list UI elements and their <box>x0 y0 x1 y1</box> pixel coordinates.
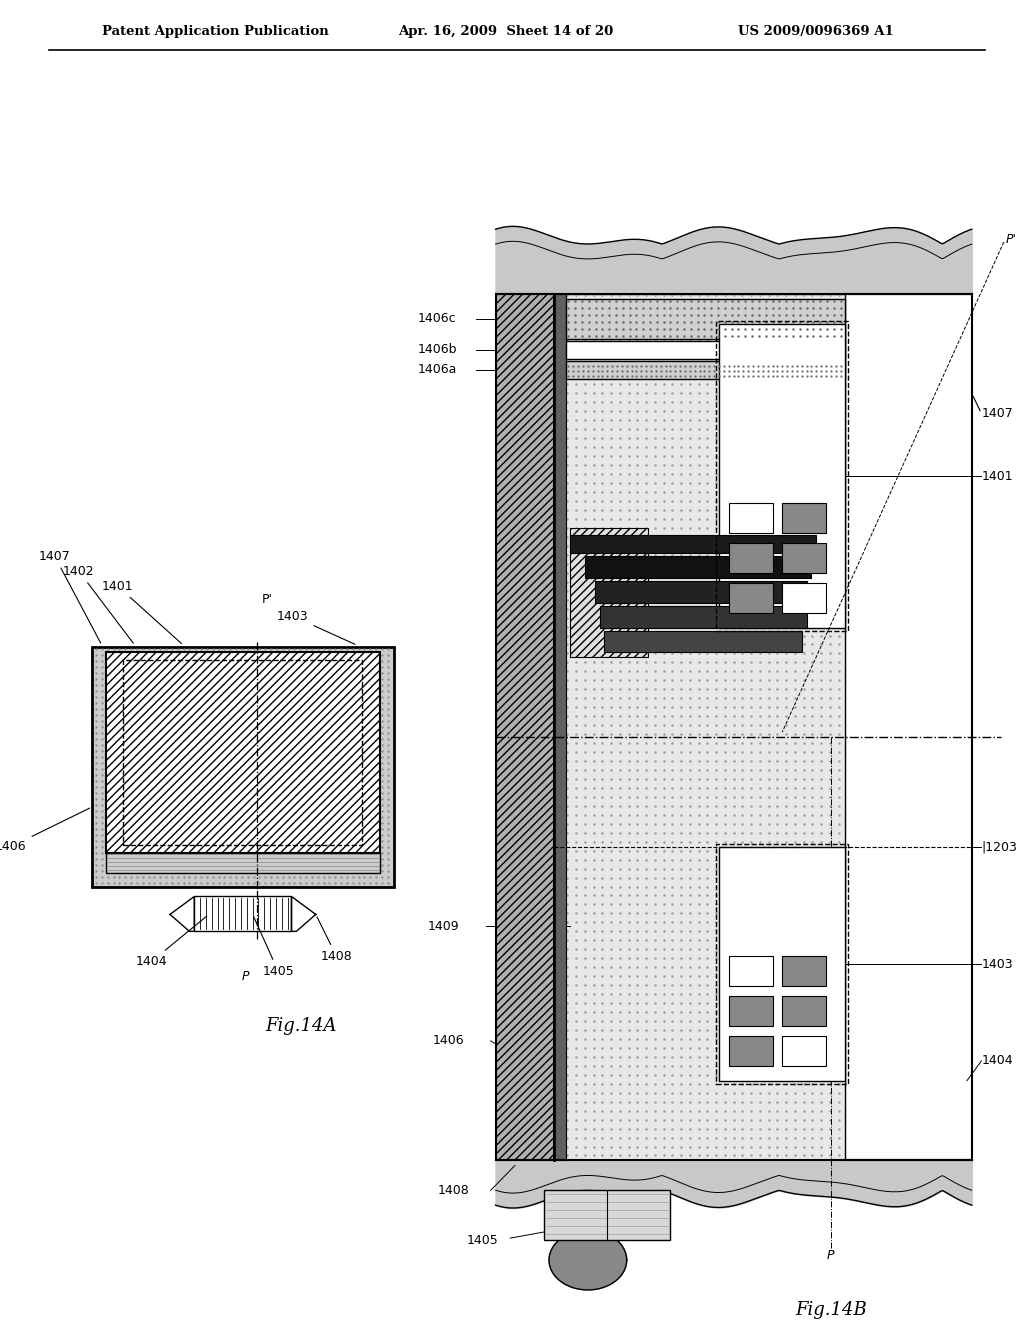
Bar <box>782 582 826 612</box>
Bar <box>105 853 380 873</box>
Bar <box>554 294 565 1160</box>
Polygon shape <box>549 1230 627 1290</box>
Bar <box>719 323 846 627</box>
Text: 1401: 1401 <box>981 470 1013 483</box>
Text: US 2009/0096369 A1: US 2009/0096369 A1 <box>738 25 894 38</box>
Bar <box>729 997 772 1026</box>
Polygon shape <box>292 896 315 932</box>
Bar <box>105 652 380 853</box>
Bar <box>716 843 848 1084</box>
Bar <box>782 956 826 986</box>
Text: Patent Application Publication: Patent Application Publication <box>102 25 329 38</box>
Text: 1406b: 1406b <box>418 343 458 356</box>
Bar <box>554 294 846 1160</box>
Bar <box>599 606 807 627</box>
Text: 1406: 1406 <box>432 1035 464 1048</box>
Bar <box>92 648 393 887</box>
Text: P': P' <box>261 593 272 606</box>
Text: P: P <box>242 970 250 982</box>
Bar <box>729 956 772 986</box>
Text: 1405: 1405 <box>466 1234 498 1246</box>
Bar <box>496 294 554 1160</box>
Text: 1402: 1402 <box>63 565 133 643</box>
Bar <box>782 543 826 573</box>
Bar <box>729 582 772 612</box>
Text: P': P' <box>1006 232 1017 246</box>
Text: 1407: 1407 <box>39 550 100 643</box>
Text: 1405: 1405 <box>254 917 294 978</box>
Bar <box>604 631 802 652</box>
Text: Fig.14B: Fig.14B <box>795 1302 866 1319</box>
Text: Apr. 16, 2009  Sheet 14 of 20: Apr. 16, 2009 Sheet 14 of 20 <box>398 25 613 38</box>
Bar <box>195 896 292 932</box>
Text: 1406a: 1406a <box>418 363 457 376</box>
Bar <box>782 503 826 533</box>
Text: 1401: 1401 <box>102 579 181 644</box>
Bar <box>544 1191 671 1241</box>
Text: 1407: 1407 <box>981 407 1013 420</box>
Text: 1403: 1403 <box>276 610 355 644</box>
Bar <box>729 543 772 573</box>
Text: 1408: 1408 <box>437 1184 469 1197</box>
Text: |1203: |1203 <box>981 841 1017 853</box>
Bar <box>846 294 972 1160</box>
Bar <box>565 341 846 359</box>
Text: 1403: 1403 <box>981 958 1013 970</box>
Bar <box>595 581 807 603</box>
Text: 1404: 1404 <box>981 1055 1013 1068</box>
Text: P: P <box>827 1249 835 1262</box>
Text: 1409: 1409 <box>428 920 459 933</box>
Polygon shape <box>170 896 195 932</box>
Bar <box>570 528 648 657</box>
Text: 1406c: 1406c <box>418 313 457 325</box>
Text: 1408: 1408 <box>317 917 352 962</box>
Bar <box>570 535 816 553</box>
Bar <box>585 556 811 578</box>
Bar <box>565 360 846 379</box>
Bar <box>729 1036 772 1065</box>
Bar <box>782 1036 826 1065</box>
Text: 1406: 1406 <box>0 808 90 853</box>
Bar <box>123 660 362 845</box>
Bar <box>565 298 846 339</box>
Bar <box>716 321 848 631</box>
Text: 1404: 1404 <box>136 916 207 968</box>
Bar <box>729 503 772 533</box>
Bar <box>719 846 846 1081</box>
Text: Fig.14A: Fig.14A <box>265 1016 337 1035</box>
Bar <box>782 997 826 1026</box>
